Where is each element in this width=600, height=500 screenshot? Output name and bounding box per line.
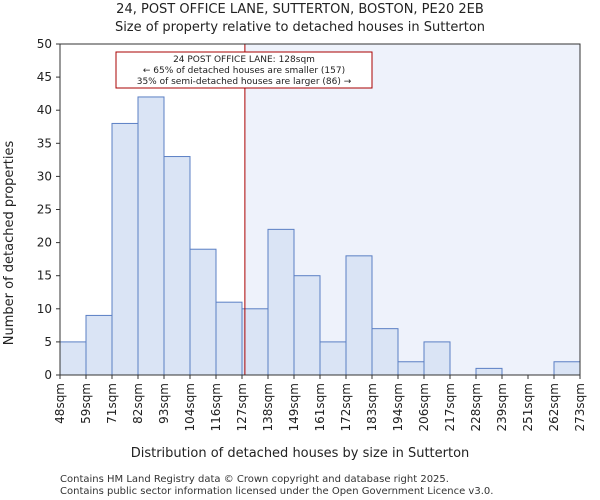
x-tick-label: 194sqm	[391, 383, 405, 431]
x-tick-label: 127sqm	[235, 383, 249, 431]
bar-206sqm	[423, 341, 451, 376]
x-tick-label: 48sqm	[53, 383, 67, 424]
y-tick-label: 35	[37, 136, 52, 150]
x-tick-label: 262sqm	[547, 383, 561, 431]
x-tick-label: 71sqm	[105, 383, 119, 424]
x-tick-label: 217sqm	[443, 383, 457, 431]
bar-183sqm	[371, 328, 399, 376]
x-tick-label: 228sqm	[469, 383, 483, 431]
x-tick-label: 206sqm	[417, 383, 431, 431]
bar-59sqm	[85, 314, 113, 376]
y-tick-label: 30	[37, 169, 52, 183]
bar-116sqm	[215, 301, 243, 376]
x-tick-label: 116sqm	[209, 383, 223, 431]
bar-149sqm	[293, 275, 321, 376]
x-tick-label: 59sqm	[79, 383, 93, 424]
y-tick-label: 15	[37, 269, 52, 283]
bar-71sqm	[111, 122, 139, 376]
y-tick-label: 20	[37, 236, 52, 250]
bar-228sqm	[475, 367, 503, 376]
annotation-box	[115, 51, 373, 89]
bar-138sqm	[267, 228, 295, 376]
footer-line-1: Contains HM Land Registry data © Crown c…	[60, 474, 449, 485]
x-tick-label: 183sqm	[365, 383, 379, 431]
bar-127sqm	[241, 308, 269, 376]
bar-93sqm	[163, 156, 191, 376]
x-tick-label: 273sqm	[573, 383, 587, 431]
y-tick-label: 10	[37, 302, 52, 316]
bar-82sqm	[137, 96, 165, 376]
annotation-line-3: 35% of semi-detached houses are larger (…	[137, 77, 352, 87]
x-tick-label: 172sqm	[339, 383, 353, 431]
chart-subtitle: Size of property relative to detached ho…	[115, 20, 485, 35]
y-tick-label: 25	[37, 203, 52, 217]
x-tick-label: 149sqm	[287, 383, 301, 431]
bars-group	[59, 96, 581, 376]
y-tick-label: 5	[44, 335, 52, 349]
x-tick-label: 251sqm	[521, 383, 535, 431]
bar-194sqm	[397, 361, 425, 376]
footer-line-2: Contains public sector information licen…	[60, 486, 493, 497]
y-tick-label: 45	[37, 70, 52, 84]
x-tick-label: 239sqm	[495, 383, 509, 431]
y-tick-label: 40	[37, 103, 52, 117]
x-axis-label: Distribution of detached houses by size …	[131, 446, 470, 461]
y-axis-label: Number of detached properties	[2, 141, 17, 346]
bar-48sqm	[59, 341, 87, 376]
bar-104sqm	[189, 248, 217, 376]
y-tick-label: 50	[37, 37, 52, 51]
y-axis-ticks: 0 5 10 15 20 25 30 35 40 45 50	[37, 37, 60, 382]
x-axis-ticks: 48sqm 59sqm 71sqm 82sqm 93sqm 104sqm 116sqm 127…	[53, 375, 587, 431]
bar-161sqm	[319, 341, 347, 376]
x-tick-label: 138sqm	[261, 383, 275, 431]
chart-title: 24, POST OFFICE LANE, SUTTERTON, BOSTON,…	[116, 2, 484, 17]
x-tick-label: 104sqm	[183, 383, 197, 431]
x-tick-label: 82sqm	[131, 383, 145, 424]
annotation-line-2: ← 65% of detached houses are smaller (15…	[143, 66, 345, 76]
bar-262sqm	[553, 361, 581, 376]
annotation-line-1: 24 POST OFFICE LANE: 128sqm	[173, 55, 315, 65]
x-tick-label: 161sqm	[313, 383, 327, 431]
x-tick-label: 93sqm	[157, 383, 171, 424]
y-tick-label: 0	[44, 368, 52, 382]
bar-172sqm	[345, 255, 373, 376]
